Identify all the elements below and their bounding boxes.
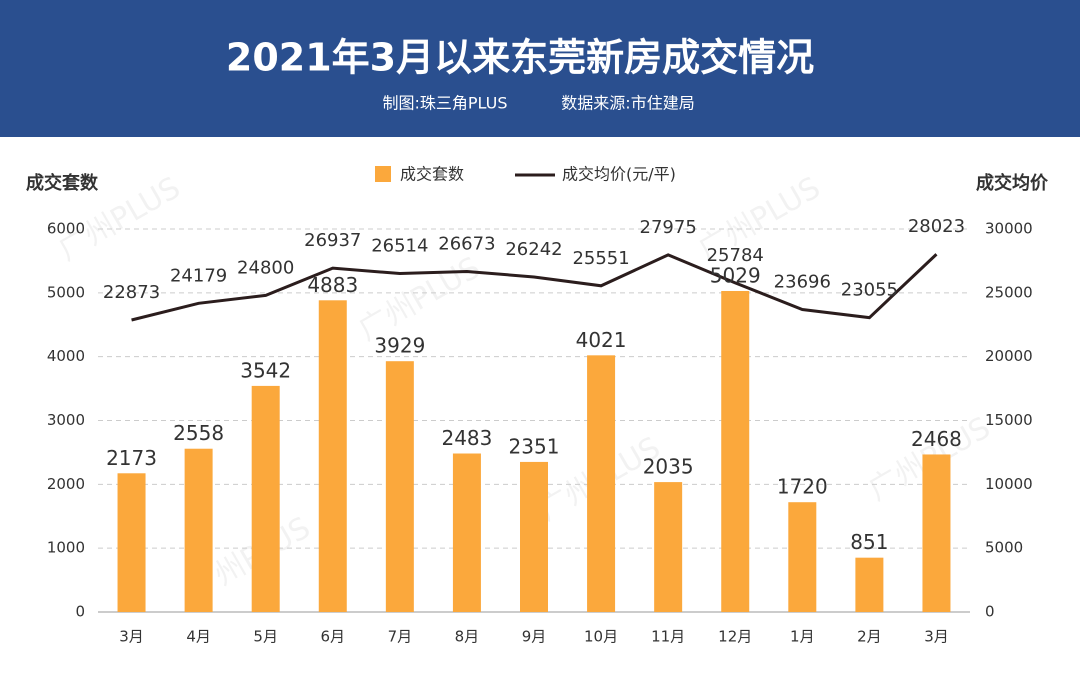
x-tick-label: 7月 bbox=[388, 628, 413, 646]
y-tick-label: 1000 bbox=[47, 539, 85, 557]
source: 数据来源:市住建局 bbox=[561, 94, 694, 113]
bar-value-label: 5029 bbox=[710, 263, 761, 287]
line-value-label: 24179 bbox=[170, 265, 227, 286]
y-tick-label: 0 bbox=[75, 603, 85, 621]
bar bbox=[587, 355, 616, 612]
line bbox=[131, 253, 938, 322]
y-tick-label: 4000 bbox=[47, 347, 85, 365]
y-tick-label: 2000 bbox=[47, 475, 85, 493]
line-value-label: 26514 bbox=[371, 236, 428, 257]
bar bbox=[318, 300, 347, 612]
x-tick-label: 4月 bbox=[186, 628, 211, 646]
bar bbox=[922, 454, 951, 612]
bar-value-label: 4021 bbox=[576, 328, 627, 352]
y2-tick-label: 0 bbox=[985, 603, 995, 621]
bar-value-label: 2558 bbox=[173, 421, 224, 445]
line-value-label: 23055 bbox=[841, 280, 898, 301]
x-tick-label: 1月 bbox=[790, 628, 815, 646]
bar-value-label: 2351 bbox=[509, 434, 560, 458]
x-tick-label: 9月 bbox=[522, 628, 547, 646]
x-tick-label: 10月 bbox=[584, 628, 618, 646]
bar bbox=[855, 557, 884, 612]
bar bbox=[788, 502, 817, 612]
x-tick-label: 8月 bbox=[455, 628, 480, 646]
line-value-label: 26242 bbox=[505, 239, 562, 260]
bar-value-label: 2173 bbox=[106, 446, 157, 470]
x-tick-label: 11月 bbox=[651, 628, 685, 646]
bar-value-label: 2483 bbox=[441, 426, 492, 450]
y2-tick-label: 30000 bbox=[985, 220, 1033, 238]
bar bbox=[251, 385, 280, 612]
line-value-label: 28023 bbox=[908, 216, 965, 237]
bar bbox=[452, 453, 481, 612]
legend-label: 成交套数 bbox=[400, 165, 464, 184]
line-value-label: 26673 bbox=[438, 233, 495, 254]
line-value-label: 23696 bbox=[774, 271, 831, 292]
x-tick-label: 6月 bbox=[320, 628, 345, 646]
y-tick-label: 6000 bbox=[47, 220, 85, 238]
line-value-label: 26937 bbox=[304, 230, 361, 251]
x-tick-label: 5月 bbox=[253, 628, 278, 646]
y2-tick-label: 25000 bbox=[985, 283, 1033, 301]
bar bbox=[654, 482, 683, 612]
y2-tick-label: 20000 bbox=[985, 347, 1033, 365]
credit: 制图:珠三角PLUS bbox=[382, 94, 507, 113]
bar-value-label: 2035 bbox=[643, 455, 694, 479]
x-tick-label: 12月 bbox=[718, 628, 752, 646]
y-axis-title: 成交套数 bbox=[26, 172, 99, 194]
y2-tick-label: 15000 bbox=[985, 411, 1033, 429]
line-value-label: 25551 bbox=[572, 248, 629, 269]
y2-axis-title: 成交均价 bbox=[976, 172, 1049, 194]
bar bbox=[520, 461, 548, 612]
bar bbox=[385, 361, 414, 612]
legend-swatch bbox=[375, 166, 391, 182]
bar-value-label: 3929 bbox=[374, 334, 425, 358]
bar-value-label: 1720 bbox=[777, 475, 828, 499]
y-tick-label: 3000 bbox=[47, 411, 85, 429]
x-tick-label: 3月 bbox=[119, 628, 144, 646]
x-tick-label: 2月 bbox=[857, 628, 882, 646]
bar bbox=[184, 448, 213, 612]
line-value-label: 22873 bbox=[103, 282, 160, 303]
bar-value-label: 2468 bbox=[911, 427, 962, 451]
bar bbox=[117, 473, 146, 612]
x-tick-label: 3月 bbox=[924, 628, 949, 646]
chart-title: 2021年3月以来东莞新房成交情况 bbox=[226, 36, 814, 80]
bar-value-label: 851 bbox=[850, 530, 888, 554]
y2-tick-label: 5000 bbox=[985, 539, 1023, 557]
line-value-label: 27975 bbox=[640, 217, 697, 238]
line-value-label: 24800 bbox=[237, 257, 294, 278]
bar bbox=[721, 290, 750, 612]
legend-label: 成交均价(元/平) bbox=[562, 165, 676, 184]
y-tick-label: 5000 bbox=[47, 283, 85, 301]
bar-value-label: 4883 bbox=[307, 273, 358, 297]
bar-value-label: 3542 bbox=[240, 358, 291, 382]
y2-tick-label: 10000 bbox=[985, 475, 1033, 493]
line-value-label: 25784 bbox=[707, 245, 764, 266]
header-band bbox=[0, 0, 1080, 137]
